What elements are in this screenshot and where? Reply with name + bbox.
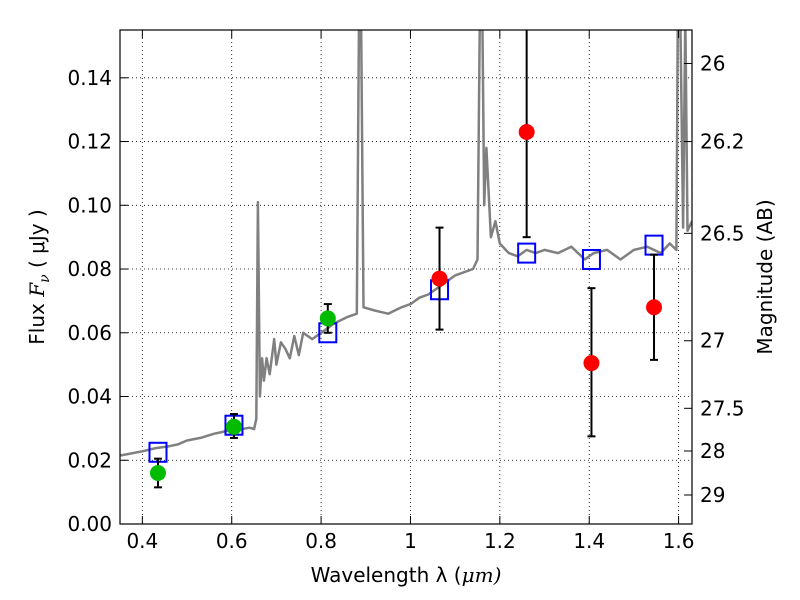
x-tick-label: 1.4 — [573, 529, 605, 553]
y-tick-label: 0.00 — [67, 512, 112, 536]
grid — [120, 30, 692, 525]
right-tick-label: 26.2 — [700, 130, 745, 154]
right-tick-label: 27 — [700, 329, 725, 353]
right-tick-label: 26.5 — [700, 221, 745, 245]
x-tick-label: 1.6 — [663, 529, 695, 553]
right-axis-label: Magnitude (AB) — [753, 199, 777, 354]
right-tick-label: 27.5 — [700, 396, 745, 420]
y-tick-label: 0.02 — [67, 448, 112, 472]
x-tick-label: 1 — [404, 529, 417, 553]
x-tick-label: 1.2 — [484, 529, 516, 553]
spectrum-line — [120, 30, 692, 457]
measured-point-marker — [518, 123, 535, 140]
data-layer — [120, 30, 692, 489]
x-tick-label: 0.4 — [126, 529, 158, 553]
x-tick-label: 0.6 — [216, 529, 248, 553]
y-tick-label: 0.04 — [67, 385, 112, 409]
y-tick-label: 0.14 — [67, 66, 112, 90]
y-tick-label: 0.06 — [67, 321, 112, 345]
y-tick-label: 0.08 — [67, 257, 112, 281]
plot-frame — [119, 29, 693, 525]
right-tick-label: 28 — [700, 439, 725, 463]
model-square-marker — [517, 242, 537, 264]
y-axis-label: Flux Fν ( μJy ) — [25, 209, 53, 344]
ticks: 0.4 0.6 0.8 1 1.2 1.4 1.6 0.00 0.02 0.04 0.06 0.08 0… — [67, 30, 745, 553]
measured-point-marker — [319, 310, 336, 327]
measured-point-marker — [431, 270, 448, 287]
right-tick-label: 26 — [700, 51, 725, 75]
model-square-marker — [581, 248, 601, 270]
measured-point-marker — [225, 418, 242, 435]
measured-point-marker — [646, 299, 663, 316]
measured-point-marker — [149, 465, 166, 482]
measured-point-marker — [583, 355, 600, 372]
x-tick-label: 0.8 — [305, 529, 337, 553]
x-axis-label: Wavelength λ (μm) — [311, 563, 502, 587]
right-tick-label: 29 — [700, 483, 725, 507]
y-tick-label: 0.10 — [67, 193, 112, 217]
y-tick-label: 0.12 — [67, 130, 112, 154]
